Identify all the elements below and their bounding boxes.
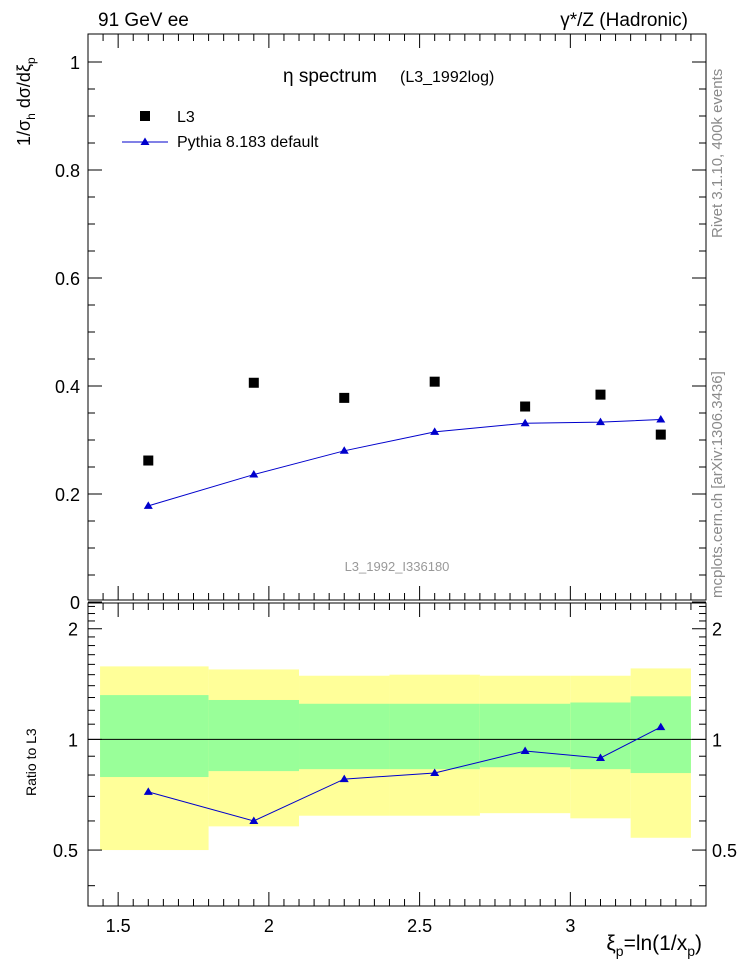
x-tick-label: 3	[565, 916, 575, 936]
pythia-line	[148, 418, 661, 507]
ratio-panel: 0.5 0.5 1 1 2 2 1.5 2 2.5 3 Ratio to L3 ξp=ln(1/x…	[23, 602, 737, 959]
ratio-y-tick-label: 1	[68, 730, 78, 750]
main-panel: 0 0.2 0.4 0.6 0.8 1 η spectrum (L3_1992log) L…	[14, 33, 707, 613]
legend-marker-l3	[140, 111, 150, 121]
ratio-ylabel: Ratio to L3	[23, 728, 39, 796]
l3-point	[339, 392, 350, 403]
pythia-point	[249, 470, 259, 478]
legend: L3 Pythia 8.183 default	[122, 109, 319, 151]
ratio-y-tick-label-right: 2	[712, 620, 722, 640]
ratio-y-tick-label: 2	[68, 620, 78, 640]
watermark: L3_1992_I336180	[345, 559, 450, 574]
green-band	[389, 703, 480, 770]
x-tick-label: 2	[264, 916, 274, 936]
y-tick-label: 0.6	[55, 269, 80, 289]
pythia-point	[656, 414, 666, 423]
y-tick-label: 0.2	[55, 485, 80, 505]
x-tick-label: 1.5	[106, 916, 131, 936]
legend-label-l3: L3	[177, 109, 195, 126]
ratio-y-tick-label: 0.5	[53, 841, 78, 861]
y-tick-label: 0.4	[55, 377, 80, 397]
pythia-point	[520, 418, 530, 427]
l3-point	[595, 389, 606, 400]
legend-marker-pythia	[140, 137, 150, 145]
green-band	[479, 703, 571, 768]
main-panel-frame	[87, 33, 707, 601]
main-subtitle: (L3_1992log)	[400, 69, 494, 86]
l3-point	[429, 376, 440, 387]
ratio-y-tick-label-right: 0.5	[712, 841, 737, 861]
ratio-point	[249, 816, 259, 824]
x-axis-label: ξp=ln(1/xp)	[606, 932, 702, 959]
ratio-point	[339, 774, 349, 783]
pythia-point	[339, 446, 349, 454]
l3-point	[520, 401, 531, 412]
legend-label-pythia: Pythia 8.183 default	[177, 134, 319, 151]
y-tick-label: 0.8	[55, 161, 80, 181]
rivet-label: Rivet 3.1.10, 400k events	[709, 69, 726, 238]
header-right: γ*/Z (Hadronic)	[560, 10, 688, 31]
l3-point	[655, 429, 666, 440]
main-title: η spectrum	[283, 66, 377, 87]
pythia-point	[143, 501, 153, 509]
main-ylabel: 1/σh dσ/dξp	[14, 57, 38, 146]
pythia-point	[595, 417, 605, 426]
ratio-point	[656, 722, 666, 731]
ratio-point	[595, 753, 605, 762]
ratio-point	[143, 787, 153, 795]
x-tick-label: 2.5	[407, 916, 432, 936]
green-band	[208, 699, 300, 772]
pythia-point	[430, 427, 440, 435]
green-band	[299, 703, 390, 770]
l3-point	[248, 377, 259, 388]
ratio-panel-frame	[87, 602, 707, 907]
y-tick-label: 0	[70, 593, 80, 613]
green-band	[100, 695, 209, 778]
y-tick-label: 1	[70, 53, 80, 73]
ratio-point	[430, 768, 440, 777]
ratio-point	[520, 746, 530, 754]
header-left: 91 GeV ee	[98, 10, 189, 31]
green-band	[630, 696, 691, 774]
ratio-y-tick-label-right: 1	[712, 730, 722, 750]
mcplots-label: mcplots.cern.ch [arXiv:1306.3436]	[709, 371, 726, 598]
l3-point	[143, 455, 154, 466]
